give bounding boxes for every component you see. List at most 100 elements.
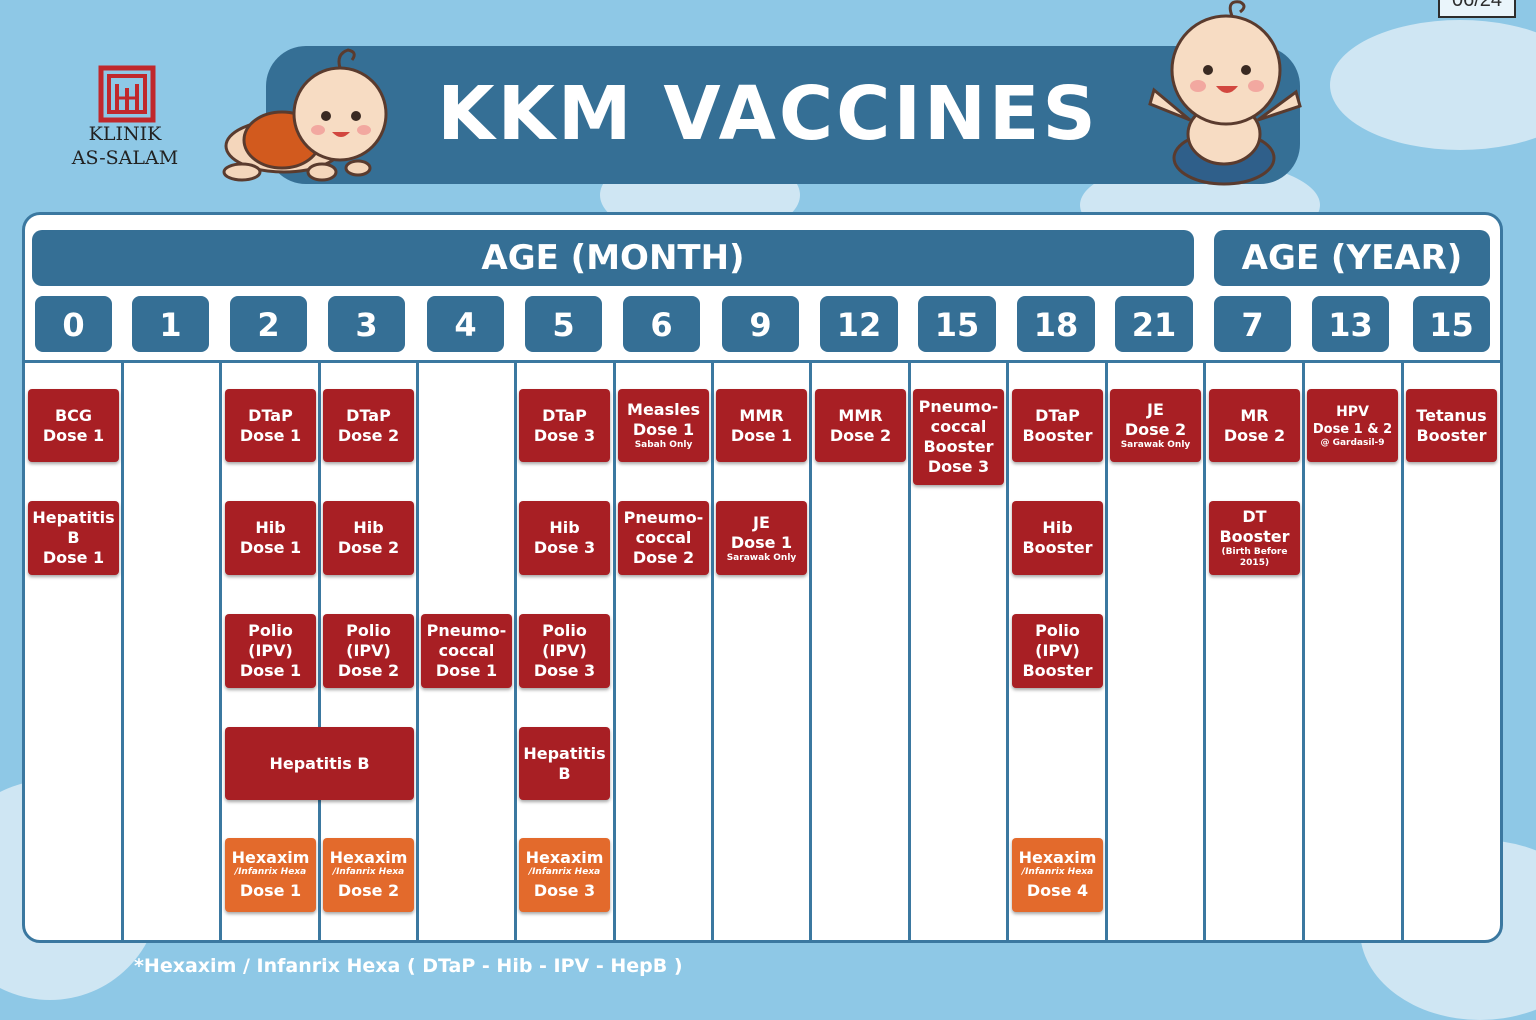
vaccine-label: Dose 3 [533,538,596,557]
vaccine-label: MMR [739,405,784,425]
vaccine-hepb-2-3m: Hepatitis B [225,727,414,800]
age-year-header: AGE (YEAR) [1214,230,1490,286]
vaccine-label: Pneumo- [918,397,999,416]
vaccine-hexaxim-dose2: Hexaxim /Infanrix Hexa Dose 2 [323,838,414,912]
grid-divider [1302,362,1305,940]
vaccine-sublabel: @ Gardasil-9 [1320,437,1385,448]
age-col-3: 3 [328,296,405,352]
vaccine-sublabel: /Infanrix Hexa [528,866,601,877]
grid-divider [416,362,419,940]
grid-divider [1105,362,1108,940]
vaccine-polio-dose1: Polio (IPV) Dose 1 [225,614,316,688]
vaccine-hepb-5m: Hepatitis B [519,727,610,800]
vaccine-label: B [558,763,571,783]
vaccine-label: Polio [248,621,293,640]
age-col-15m: 15 [918,296,996,352]
vaccine-label: MMR [838,405,883,425]
vaccine-label: DTaP [1035,405,1080,425]
vaccine-hepb-dose1: Hepatitis B Dose 1 [28,501,119,575]
vaccine-label: Hib [353,518,384,537]
vaccine-dt-booster: DT Booster (Birth Before 2015) [1209,501,1300,575]
vaccine-sublabel: Sarawak Only [1120,440,1191,450]
vaccine-label: Measles [627,400,700,419]
age-col-12: 12 [820,296,898,352]
vaccine-label: Dose 3 [533,425,596,445]
vaccine-label: Dose 3 [533,661,596,680]
vaccine-label: Dose 1 [730,532,793,552]
vaccine-tetanus-booster: Tetanus Booster [1406,389,1497,462]
vaccine-label: Dose 1 [730,425,793,445]
vaccine-label: Tetanus [1416,405,1487,425]
vaccine-label: Hexaxim [231,847,310,867]
grid-top-line [24,360,1501,363]
vaccine-hpv-dose1-2: HPV Dose 1 & 2 @ Gardasil-9 [1307,389,1398,462]
vaccine-hexaxim-dose1: Hexaxim /Infanrix Hexa Dose 1 [225,838,316,912]
clinic-logo-line1: KLINIK [88,123,162,145]
vaccine-label: Pneumo- [426,621,507,640]
vaccine-label: Dose 1 [239,880,302,900]
vaccine-label: (IPV) [346,641,391,660]
vaccine-sublabel: /Infanrix Hexa [332,866,405,877]
vaccine-label: Dose 3 [927,457,990,476]
vaccine-polio-dose2: Polio (IPV) Dose 2 [323,614,414,688]
vaccine-label: Booster [1022,661,1093,680]
grid-divider [908,362,911,940]
grid-divider [1401,362,1404,940]
vaccine-label: (IPV) [542,641,587,660]
vaccine-sublabel: (Birth Before [1221,547,1288,557]
vaccine-sublabel: Sarawak Only [726,552,797,563]
vaccine-label: HPV [1336,403,1369,420]
vaccine-label: Dose 2 [337,538,400,557]
vaccine-pneumococcal-dose1: Pneumo- coccal Dose 1 [421,614,512,688]
sitting-baby-illustration [1148,0,1302,186]
vaccine-label: Hepatitis B [269,753,370,773]
vaccine-label: Dose 1 [435,661,498,680]
vaccine-label: Pneumo- [623,508,704,527]
vaccine-label: Dose 1 [42,548,105,567]
vaccine-label: Dose 4 [1026,880,1089,900]
clinic-logo: KLINIK AS-SALAM [70,60,180,172]
vaccine-label: Polio [346,621,391,640]
vaccine-pneumococcal-dose2: Pneumo- coccal Dose 2 [618,501,709,575]
grid-divider [219,362,222,940]
grid-divider [121,362,124,940]
vaccine-label: DTaP [248,405,293,425]
vaccine-label: Dose 1 [239,661,302,680]
vaccine-dtap-dose1: DTaP Dose 1 [225,389,316,462]
vaccine-label: Hib [255,518,286,537]
title-banner [266,46,1300,184]
vaccine-label: Polio [542,621,587,640]
grid-divider [711,362,714,940]
vaccine-hib-dose3: Hib Dose 3 [519,501,610,575]
vaccine-label: DTaP [346,405,391,425]
page-indicator: 06/24 [1438,0,1516,18]
vaccine-label: (IPV) [248,641,293,660]
vaccine-label: Dose 2 [829,425,892,445]
vaccine-label: MR [1240,405,1269,425]
age-col-21: 21 [1115,296,1193,352]
vaccine-hib-dose2: Hib Dose 2 [323,501,414,575]
vaccine-label: BCG [54,405,93,425]
vaccine-polio-booster: Polio (IPV) Booster [1012,614,1103,688]
vaccine-label: Dose 2 [632,548,695,567]
grid-divider [1203,362,1206,940]
grid-divider [514,362,517,940]
clinic-logo-line2: AS-SALAM [71,147,179,169]
vaccine-label: Dose 2 [1124,420,1187,439]
vaccine-label: Dose 1 [239,425,302,445]
age-col-6: 6 [623,296,700,352]
age-col-15y: 15 [1413,296,1490,352]
vaccine-label: Hepatitis [32,508,115,527]
vaccine-label: Dose 2 [337,425,400,445]
vaccine-label: Dose 2 [337,661,400,680]
vaccine-label: Dose 1 & 2 [1312,421,1393,437]
vaccine-label: B [67,528,80,547]
vaccine-label: DT [1242,507,1267,526]
age-col-18: 18 [1017,296,1095,352]
vaccine-dtap-dose3: DTaP Dose 3 [519,389,610,462]
cloud-decoration [1330,20,1536,150]
vaccine-je-dose2: JE Dose 2 Sarawak Only [1110,389,1201,462]
vaccine-label: Booster [1219,527,1290,546]
vaccine-hib-booster: Hib Booster [1012,501,1103,575]
vaccine-pneumococcal-booster: Pneumo- coccal Booster Dose 3 [913,389,1004,485]
